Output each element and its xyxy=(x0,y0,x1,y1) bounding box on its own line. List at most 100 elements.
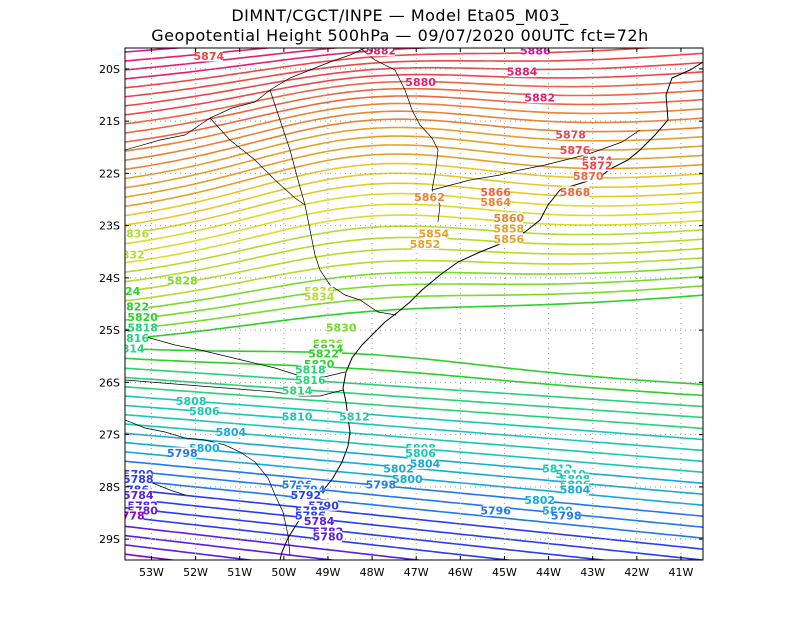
contour-label-bg xyxy=(367,48,395,57)
contour-label: 5818 xyxy=(127,322,158,335)
y-tick-label: 28S xyxy=(99,481,120,494)
contour-line xyxy=(125,285,703,331)
x-tick-label: 45W xyxy=(492,566,517,579)
contour-line xyxy=(125,118,703,171)
contour-label: 5816 xyxy=(295,374,326,387)
contour-line xyxy=(125,192,703,245)
contour-label: 5812 xyxy=(339,410,370,423)
contour-line xyxy=(125,126,703,180)
x-tick-label: 42W xyxy=(624,566,649,579)
contour-label-bg xyxy=(306,290,334,302)
x-tick-label: 50W xyxy=(271,566,296,579)
contour-label: 5818 xyxy=(295,363,326,376)
state-border xyxy=(209,117,306,206)
contour-label: 5814 xyxy=(282,384,313,397)
contour-label-bg xyxy=(328,322,356,334)
contour-label: 5832 xyxy=(114,248,145,261)
contour-label: 5856 xyxy=(494,233,525,246)
x-tick-label: 49W xyxy=(316,566,341,579)
contour-line xyxy=(125,52,703,98)
y-tick-label: 21S xyxy=(99,115,120,128)
contour-label-bg xyxy=(420,228,448,240)
contour-label-bg xyxy=(407,76,435,88)
contour-label-bg xyxy=(125,285,139,297)
x-tick-label: 47W xyxy=(404,566,429,579)
contour-label-bg xyxy=(412,457,440,469)
contour-line xyxy=(125,544,257,560)
contour-label: 5866 xyxy=(480,186,511,199)
contour-label: 5778 xyxy=(114,510,145,523)
contour-label-bg xyxy=(314,531,342,543)
contour-label: 5874 xyxy=(194,50,225,63)
contour-label: 5864 xyxy=(480,196,511,209)
contour-line xyxy=(125,386,703,430)
state-border xyxy=(269,89,397,316)
contour-label-bg xyxy=(125,332,148,344)
contour-label: 5814 xyxy=(114,343,145,356)
contour-line xyxy=(125,95,703,143)
contour-label-bg xyxy=(562,484,590,496)
contour-labels: 5874588258865884588058825878587658745872… xyxy=(114,45,613,544)
contour-label-bg xyxy=(553,510,581,522)
contour-label: 5802 xyxy=(383,463,414,476)
contour-line xyxy=(125,236,703,283)
contour-line xyxy=(125,61,703,107)
contour-label-bg xyxy=(522,48,550,57)
contour-line xyxy=(125,266,703,312)
contour-label-bg xyxy=(125,228,148,240)
contour-label-bg xyxy=(495,212,523,224)
contour-line xyxy=(125,135,703,189)
contour-line xyxy=(125,478,703,539)
contour-label-bg xyxy=(125,301,148,313)
contour-label: 5800 xyxy=(392,473,423,486)
contour-label: 5822 xyxy=(308,348,339,361)
contour-label-bg xyxy=(482,504,510,516)
contour-label: 5868 xyxy=(560,186,591,199)
y-tick-label: 24S xyxy=(99,272,120,285)
contour-line xyxy=(125,48,188,53)
contour-label: 5804 xyxy=(216,426,247,439)
state-border xyxy=(125,48,366,151)
contour-label: 5810 xyxy=(282,410,313,423)
x-tick-label: 43W xyxy=(580,566,605,579)
contour-line xyxy=(125,395,703,441)
contour-label: 5806 xyxy=(189,405,220,418)
contour-line xyxy=(125,225,703,273)
state-border xyxy=(125,379,344,397)
contour-label-bg xyxy=(407,447,435,459)
contour-label-bg xyxy=(394,473,422,485)
contour-label-bg xyxy=(129,311,157,323)
contour-line xyxy=(125,294,703,341)
lat-lon-grid xyxy=(125,48,703,560)
contour-label-bg xyxy=(297,363,325,375)
contour-label-bg xyxy=(509,66,537,78)
x-tick-label: 44W xyxy=(536,566,561,579)
x-tick-label: 52W xyxy=(183,566,208,579)
contour-label: 5882 xyxy=(524,92,555,105)
contour-label: 5860 xyxy=(494,212,525,225)
plot-frame xyxy=(124,47,704,561)
state-border xyxy=(431,129,641,191)
contour-label: 5784 xyxy=(304,515,335,528)
contour-line xyxy=(125,516,515,560)
contour-label-bg xyxy=(584,160,612,172)
contour-label-bg xyxy=(292,489,320,501)
contour-label-bg xyxy=(125,473,153,485)
contour-line xyxy=(125,460,703,518)
contour-label-bg xyxy=(562,144,590,156)
contour-line xyxy=(125,102,703,152)
title-line-2: Geopotential Height 500hPa — 09/07/2020 … xyxy=(151,26,649,45)
contour-line xyxy=(125,275,703,321)
contour-label: 5886 xyxy=(520,45,551,58)
contour-label-bg xyxy=(526,494,554,506)
contour-label-bg xyxy=(195,50,223,62)
contour-label: 5872 xyxy=(582,160,613,173)
contour-line xyxy=(125,71,703,116)
contour-line xyxy=(125,553,179,560)
contour-label-bg xyxy=(125,343,144,355)
contour-label: 5884 xyxy=(507,66,538,79)
contour-line xyxy=(125,376,703,419)
contour-line xyxy=(125,48,658,89)
contour-line xyxy=(125,413,703,463)
